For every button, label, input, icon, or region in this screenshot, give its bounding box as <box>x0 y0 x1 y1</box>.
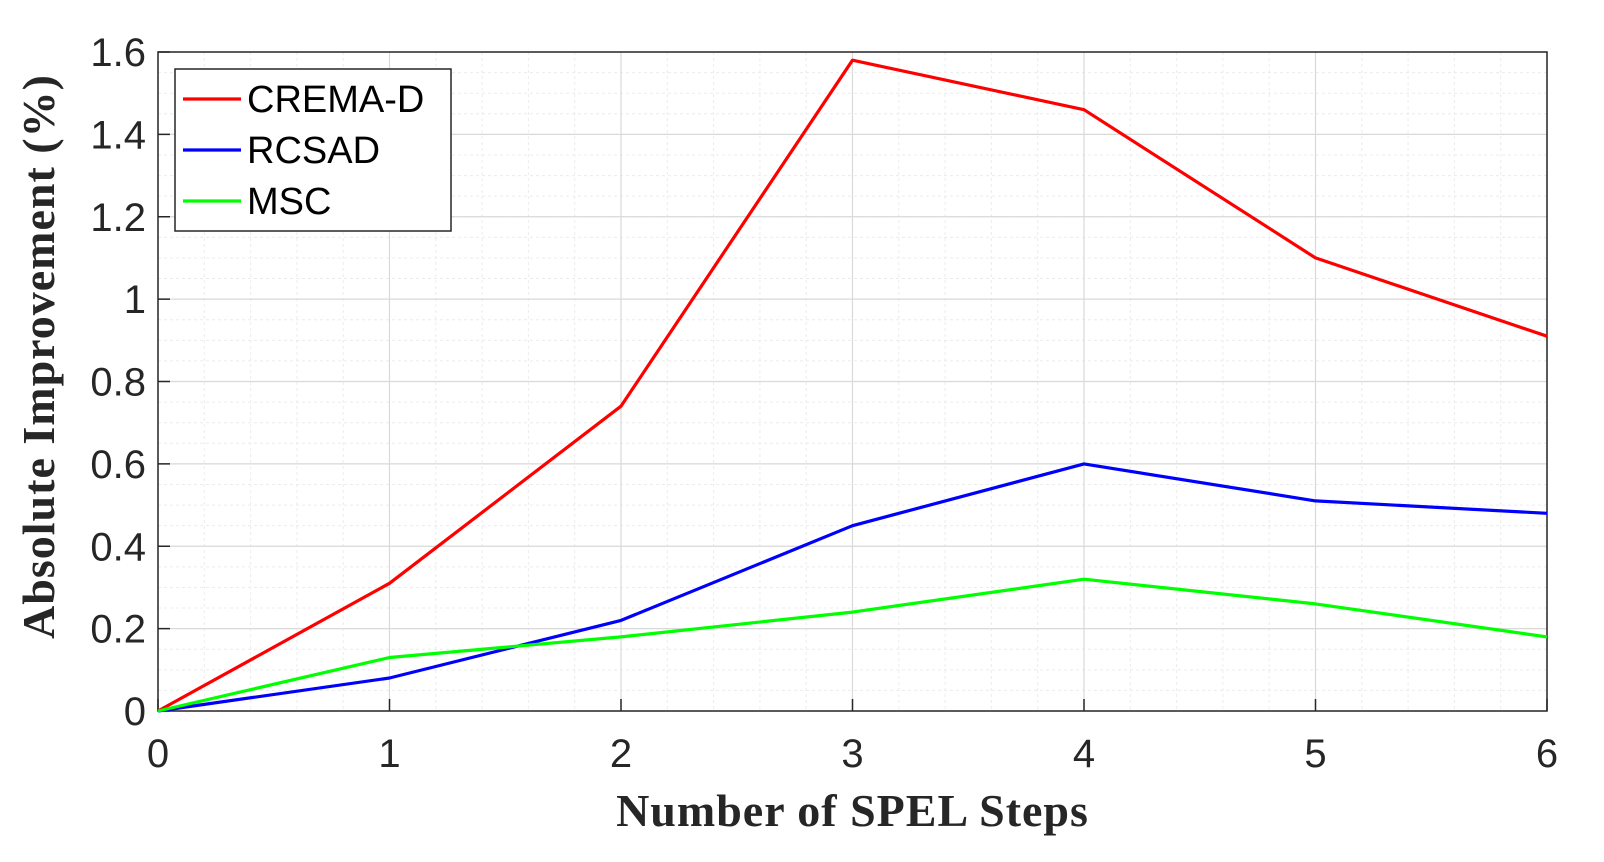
series-line-crema-d <box>157 58 1548 713</box>
y-tick-label: 1.2 <box>90 196 146 240</box>
y-tick-label: 1.4 <box>90 113 146 157</box>
legend-label: CREMA-D <box>247 79 424 121</box>
y-axis-label: Absolute Improvement (%) <box>13 74 64 639</box>
legend: CREMA-D RCSAD MSC <box>174 68 452 232</box>
y-tick-label: 1.6 <box>90 31 146 75</box>
x-tick-label: 1 <box>378 732 400 776</box>
legend-label: RCSAD <box>247 130 380 172</box>
series-line-msc <box>157 577 1548 713</box>
x-axis-label: Number of SPEL Steps <box>616 785 1089 836</box>
y-tick-label: 0 <box>124 690 146 734</box>
x-tick-label: 6 <box>1536 732 1558 776</box>
x-tick-label: 2 <box>610 732 632 776</box>
legend-label: MSC <box>247 181 331 223</box>
axis-ticks: 0 1 2 3 4 5 6 0 0.2 0.4 0.6 0.8 1 1.2 1.4 1.6 <box>90 31 1558 776</box>
x-tick-label: 3 <box>841 732 863 776</box>
y-tick-label: 1 <box>124 278 146 322</box>
x-tick-label: 5 <box>1304 732 1326 776</box>
y-tick-label: 0.2 <box>90 608 146 652</box>
series-line-rcsad <box>157 462 1548 713</box>
x-tick-label: 0 <box>147 732 169 776</box>
y-tick-label: 0.8 <box>90 361 146 405</box>
series-lines <box>157 58 1548 713</box>
y-tick-label: 0.6 <box>90 443 146 487</box>
y-tick-label: 0.4 <box>90 525 146 569</box>
x-tick-label: 4 <box>1073 732 1095 776</box>
